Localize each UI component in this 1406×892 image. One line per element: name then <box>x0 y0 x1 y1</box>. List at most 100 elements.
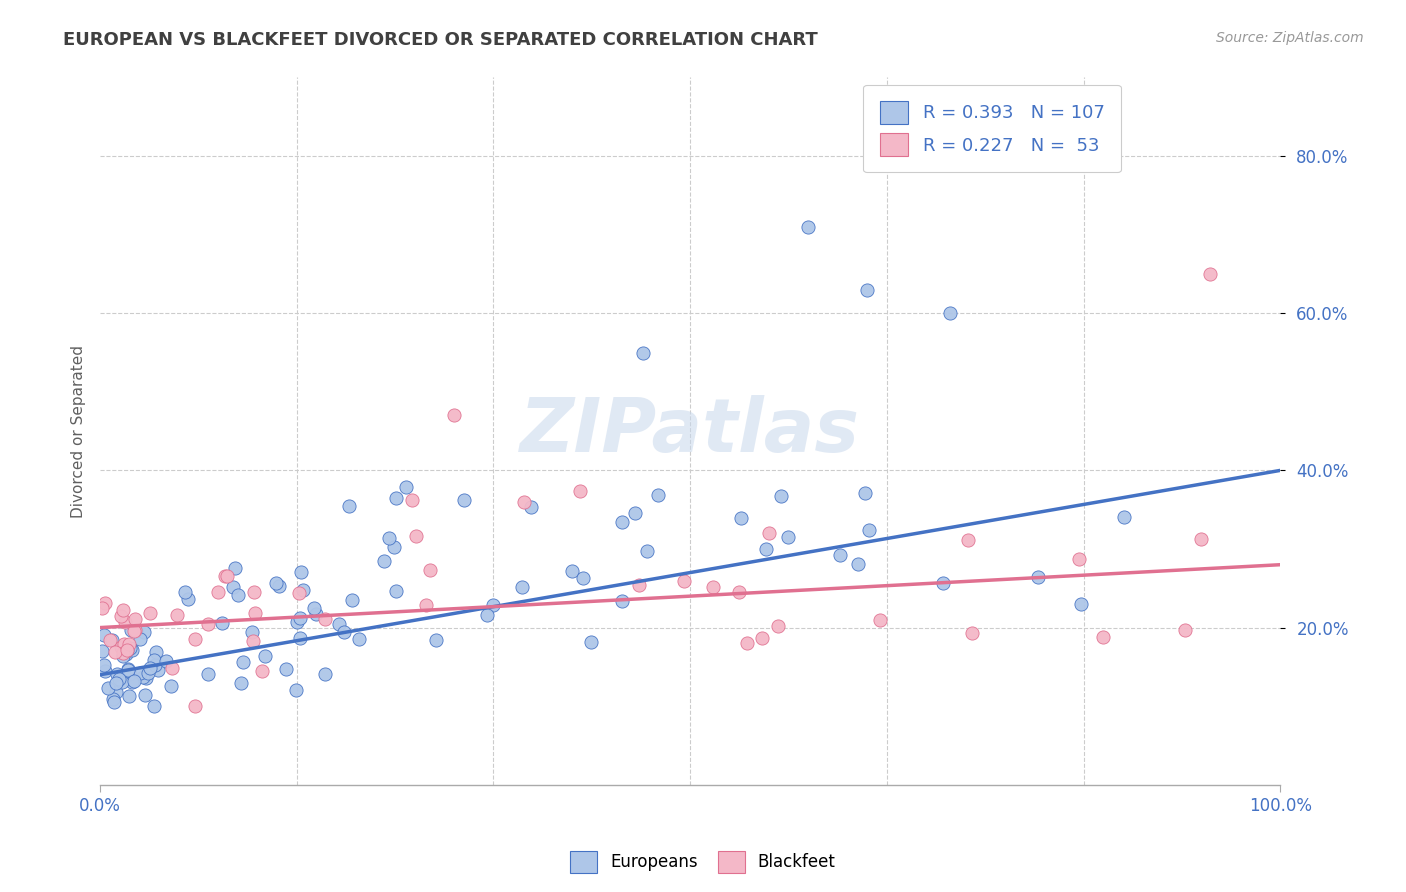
Point <box>124 623 146 637</box>
Point <box>120 624 142 638</box>
Point <box>340 592 363 607</box>
Point <box>1092 631 1115 645</box>
Point <box>111 602 134 616</box>
Point <box>243 584 266 599</box>
Point <box>142 699 165 714</box>
Point <box>122 673 145 688</box>
Point <box>112 636 135 650</box>
Point <box>770 489 793 503</box>
Point <box>328 617 350 632</box>
Point <box>1026 570 1049 584</box>
Point <box>93 664 115 678</box>
Point <box>121 674 143 689</box>
Point <box>224 561 246 575</box>
Point <box>776 530 799 544</box>
Point <box>1112 510 1135 524</box>
Point <box>378 531 401 545</box>
Point <box>401 493 423 508</box>
Point <box>250 664 273 678</box>
Point <box>758 526 780 541</box>
Point <box>702 580 724 594</box>
Point <box>118 689 141 703</box>
Point <box>101 633 124 648</box>
Point <box>957 533 980 547</box>
Point <box>107 672 129 686</box>
Point <box>568 483 591 498</box>
Point <box>254 648 277 663</box>
Point <box>242 633 264 648</box>
Point <box>118 640 141 655</box>
Point <box>631 345 654 359</box>
Point <box>94 596 117 610</box>
Point <box>828 548 851 562</box>
Point <box>160 679 183 693</box>
Point <box>215 569 238 583</box>
Point <box>673 574 696 588</box>
Point <box>97 681 120 695</box>
Point <box>118 666 141 681</box>
Point <box>103 695 125 709</box>
Point <box>124 624 146 638</box>
Point <box>112 646 135 660</box>
Point <box>110 609 132 624</box>
Point <box>579 634 602 648</box>
Point <box>419 563 441 577</box>
Point <box>636 543 658 558</box>
Point <box>228 588 250 602</box>
Point <box>288 586 311 600</box>
Point <box>290 565 312 579</box>
Point <box>197 617 219 632</box>
Point <box>766 618 789 632</box>
Point <box>110 640 132 655</box>
Point <box>385 584 408 599</box>
Point <box>121 642 143 657</box>
Point <box>1198 267 1220 281</box>
Point <box>166 607 188 622</box>
Point <box>245 607 267 621</box>
Point <box>98 632 121 647</box>
Point <box>104 645 127 659</box>
Point <box>292 583 315 598</box>
Point <box>735 635 758 649</box>
Point <box>314 667 336 681</box>
Point <box>129 665 152 680</box>
Point <box>184 632 207 646</box>
Point <box>415 598 437 612</box>
Point <box>101 692 124 706</box>
Point <box>443 409 465 423</box>
Point <box>197 666 219 681</box>
Point <box>333 625 356 640</box>
Point <box>624 506 647 520</box>
Point <box>384 541 406 555</box>
Point <box>240 625 263 640</box>
Point <box>285 682 308 697</box>
Point <box>229 676 252 690</box>
Point <box>728 584 751 599</box>
Point <box>1189 532 1212 546</box>
Point <box>285 615 308 630</box>
Point <box>267 579 290 593</box>
Point <box>347 632 370 646</box>
Point <box>142 652 165 666</box>
Point <box>114 615 136 629</box>
Point <box>612 593 634 607</box>
Point <box>90 600 112 615</box>
Point <box>117 662 139 676</box>
Point <box>134 689 156 703</box>
Point <box>853 486 876 500</box>
Point <box>177 591 200 606</box>
Point <box>858 523 880 537</box>
Point <box>105 675 128 690</box>
Point <box>846 557 869 571</box>
Point <box>290 611 312 625</box>
Point <box>115 648 138 662</box>
Point <box>481 599 503 613</box>
Point <box>337 499 360 513</box>
Point <box>90 644 112 658</box>
Point <box>797 219 820 234</box>
Point <box>132 670 155 684</box>
Point <box>628 578 651 592</box>
Point <box>302 600 325 615</box>
Point <box>513 495 536 509</box>
Point <box>117 663 139 677</box>
